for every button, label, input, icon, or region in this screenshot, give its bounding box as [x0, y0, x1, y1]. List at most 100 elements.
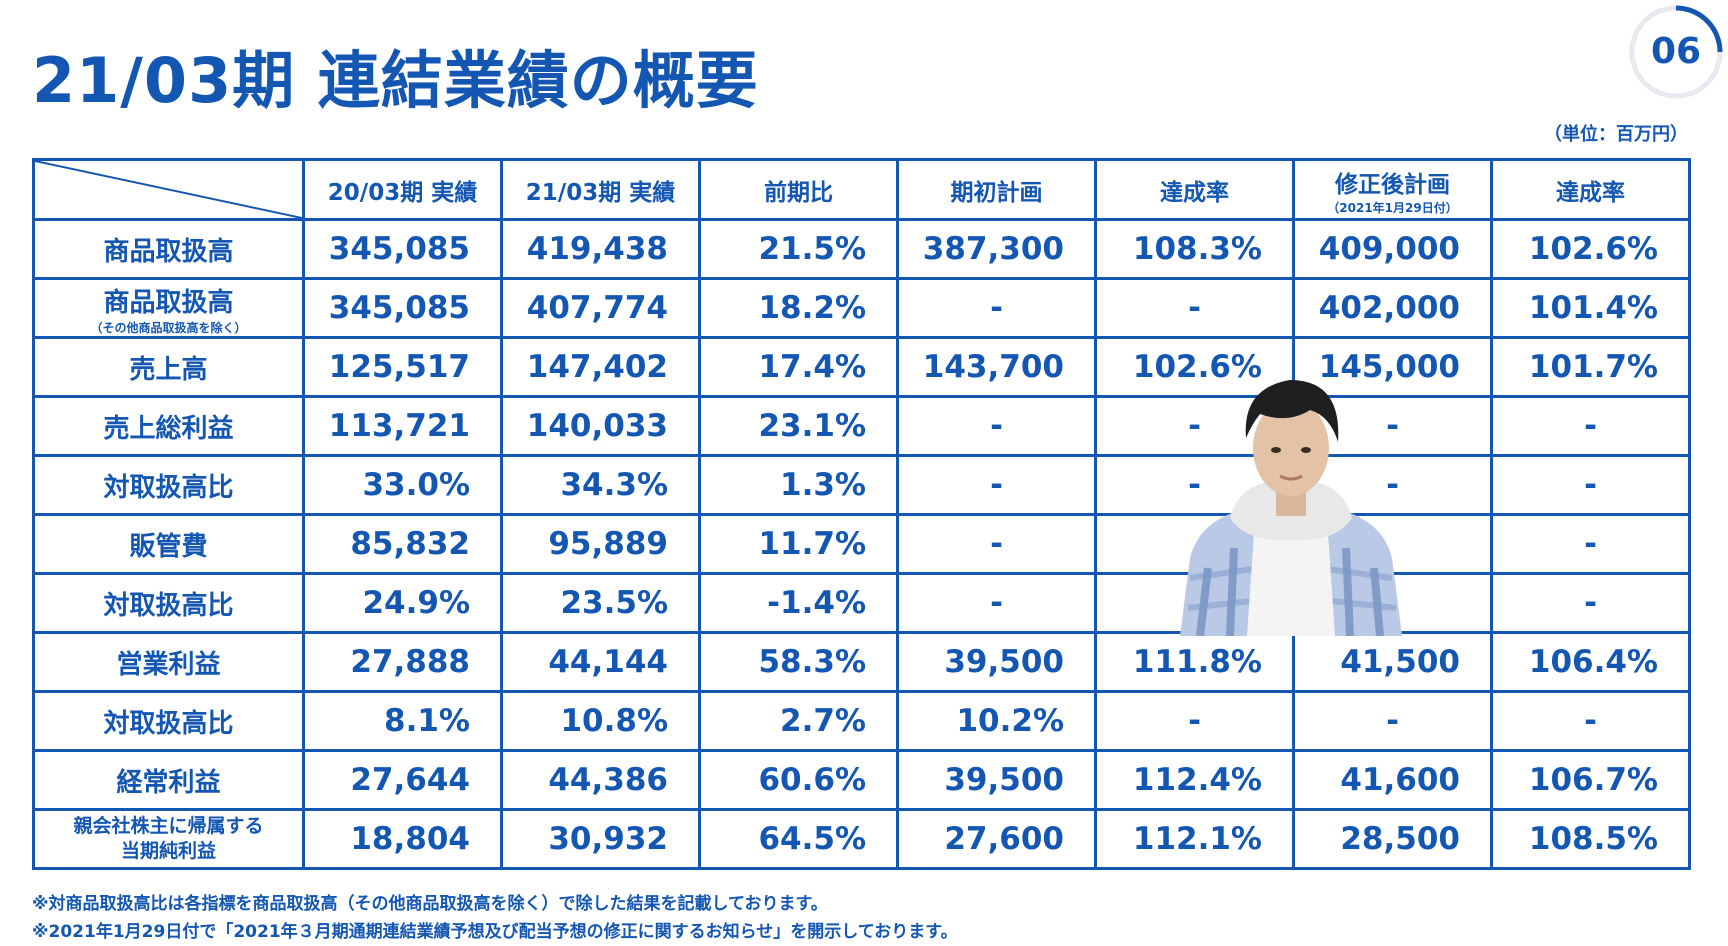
row-label-text: 商品取扱高	[103, 236, 234, 267]
presenter-image	[1180, 380, 1402, 637]
row-label-text: 経常利益	[116, 767, 221, 798]
table-row: 商品取扱高 （その他商品取扱高を除く） 345,085 407,774 18.2% - -4…	[32, 277, 1691, 339]
table-cell: 2.7%	[698, 690, 899, 752]
table-cell: 44,386	[500, 749, 701, 811]
table-cell: 30,932	[500, 808, 701, 870]
table-cell: -	[1490, 395, 1691, 457]
table-row: 営業利益 27,888 44,144 58.3% 39,500 111.8% 41,500 1…	[32, 631, 1691, 693]
table-cell: 60.6%	[698, 749, 899, 811]
header-corner-cell	[32, 158, 305, 221]
table-cell: 106.7%	[1490, 749, 1691, 811]
table-cell: -	[1490, 572, 1691, 634]
page-number-badge: 06	[1628, 4, 1724, 100]
table-cell: 147,402	[500, 336, 701, 398]
table-cell: 108.3%	[1094, 218, 1295, 280]
row-label: 対取扱高比	[32, 454, 305, 516]
table-cell: 101.4%	[1490, 277, 1691, 339]
row-label-text: 売上総利益	[103, 413, 234, 444]
table-cell: 112.1%	[1094, 808, 1295, 870]
header-curr-actual: 21/03期 実績	[500, 158, 701, 221]
footnote-1: ※対商品取扱高比は各指標を商品取扱高（その他商品取扱高を除く）で除した結果を記載…	[32, 894, 828, 914]
table-cell: 41,600	[1292, 749, 1493, 811]
table-row: 販管費 85,832 95,889 11.7% - -	[32, 513, 1691, 575]
row-label: 商品取扱高 （その他商品取扱高を除く）	[32, 277, 305, 339]
table-cell: 34.3%	[500, 454, 701, 516]
table-cell: -	[896, 572, 1097, 634]
row-label: 商品取扱高	[32, 218, 305, 280]
table-cell: 64.5%	[698, 808, 899, 870]
table-row: 対取扱高比 33.0% 34.3% 1.3% - - - -	[32, 454, 1691, 516]
table-cell: 18,804	[302, 808, 503, 870]
header-yoy: 前期比	[698, 158, 899, 221]
table-cell: 111.8%	[1094, 631, 1295, 693]
row-label: 販管費	[32, 513, 305, 575]
unit-label: （単位：百万円）	[1544, 124, 1688, 145]
table-cell: 95,889	[500, 513, 701, 575]
table-cell: -	[1292, 690, 1493, 752]
table-cell: -	[896, 277, 1097, 339]
table-cell: 85,832	[302, 513, 503, 575]
footnote-2: ※2021年1月29日付で「2021年３月期通期連結業績予想及び配当予想の修正に…	[32, 922, 958, 942]
row-label-text: 商品取扱高	[103, 287, 234, 318]
table-cell: 112.4%	[1094, 749, 1295, 811]
row-label: 売上総利益	[32, 395, 305, 457]
row-label-line-2: 当期純利益	[120, 840, 216, 862]
table-cell: 11.7%	[698, 513, 899, 575]
table-cell: 125,517	[302, 336, 503, 398]
table-cell: 39,500	[896, 749, 1097, 811]
row-label-text: 営業利益	[116, 649, 221, 680]
table-cell: 39,500	[896, 631, 1097, 693]
table-cell: 17.4%	[698, 336, 899, 398]
row-label: 対取扱高比	[32, 572, 305, 634]
table-cell: 27,644	[302, 749, 503, 811]
header-achievement-revised: 達成率	[1490, 158, 1691, 221]
table-cell: 23.1%	[698, 395, 899, 457]
table-cell: 18.2%	[698, 277, 899, 339]
table-row: 対取扱高比 8.1% 10.8% 2.7% 10.2% - - -	[32, 690, 1691, 752]
table-cell: 24.9%	[302, 572, 503, 634]
header-revised-plan-label: 修正後計画	[1335, 171, 1450, 198]
results-table: 20/03期 実績 21/03期 実績 前期比 期初計画 達成率 修正後計画 （…	[32, 158, 1691, 870]
table-cell: 102.6%	[1094, 336, 1295, 398]
table-cell: 33.0%	[302, 454, 503, 516]
row-label-sub: （その他商品取扱高を除く）	[90, 320, 247, 335]
table-cell: -	[1094, 690, 1295, 752]
table-cell: 10.2%	[896, 690, 1097, 752]
table-cell: 23.5%	[500, 572, 701, 634]
table-cell: 102.6%	[1490, 218, 1691, 280]
row-label: 営業利益	[32, 631, 305, 693]
row-label: 対取扱高比	[32, 690, 305, 752]
page-title: 21/03期 連結業績の概要	[32, 44, 759, 117]
table-cell: 44,144	[500, 631, 701, 693]
row-label: 売上高	[32, 336, 305, 398]
table-cell: 28,500	[1292, 808, 1493, 870]
page-badge-ring	[1629, 5, 1723, 99]
table-cell: -	[1490, 454, 1691, 516]
table-row: 経常利益 27,644 44,386 60.6% 39,500 112.4% 41,600 1…	[32, 749, 1691, 811]
table-cell: -1.4%	[698, 572, 899, 634]
table-cell: 140,033	[500, 395, 701, 457]
table-cell: 407,774	[500, 277, 701, 339]
table-cell: 101.7%	[1490, 336, 1691, 398]
table-cell: -	[896, 513, 1097, 575]
header-revised-plan: 修正後計画 （2021年1月29日付）	[1292, 158, 1493, 221]
table-cell: 27,600	[896, 808, 1097, 870]
table-cell: 10.8%	[500, 690, 701, 752]
header-initial-plan: 期初計画	[896, 158, 1097, 221]
table-cell: 58.3%	[698, 631, 899, 693]
table-cell: 1.3%	[698, 454, 899, 516]
table-cell: -	[896, 454, 1097, 516]
table-row: 売上高 125,517 147,402 17.4% 143,700 102.6% 145,0…	[32, 336, 1691, 398]
table-cell: 345,085	[302, 277, 503, 339]
header-achievement-initial: 達成率	[1094, 158, 1295, 221]
footnotes: ※対商品取扱高比は各指標を商品取扱高（その他商品取扱高を除く）で除した結果を記載…	[32, 890, 958, 946]
header-revised-plan-date: （2021年1月29日付）	[1327, 200, 1458, 215]
table-cell: 419,438	[500, 218, 701, 280]
table-row: 対取扱高比 24.9% 23.5% -1.4% - -	[32, 572, 1691, 634]
table-cell: 387,300	[896, 218, 1097, 280]
row-label-text: 販管費	[129, 531, 208, 562]
table-row: 商品取扱高 345,085 419,438 21.5% 387,300 108.3% 409…	[32, 218, 1691, 280]
row-label: 親会社株主に帰属する 当期純利益	[32, 808, 305, 870]
table-cell: -	[1094, 277, 1295, 339]
diagonal-line	[37, 162, 300, 217]
